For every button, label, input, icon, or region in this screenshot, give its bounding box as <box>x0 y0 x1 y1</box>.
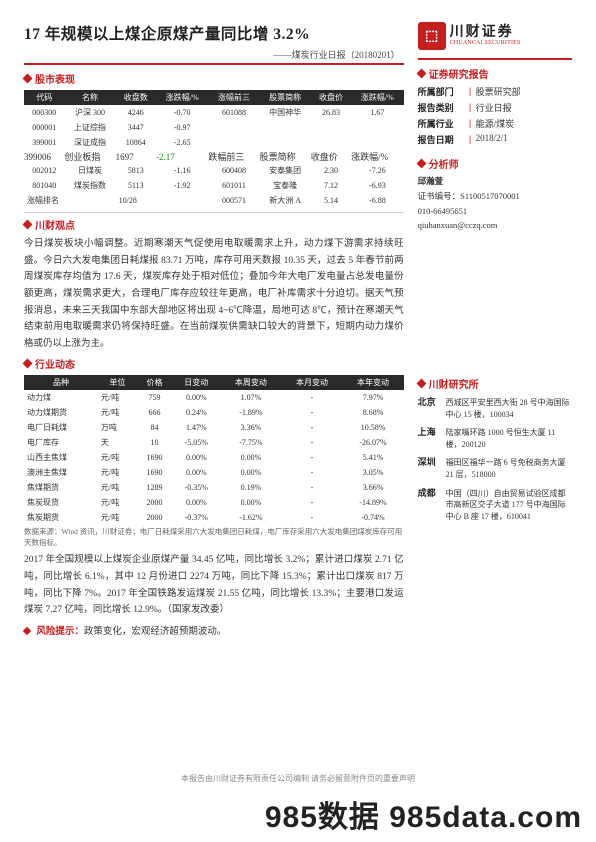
diamond-icon <box>416 379 426 389</box>
analyst-phone: 010-66495651 <box>418 205 572 218</box>
info-row: 所属部门丨股票研究部 <box>418 85 572 98</box>
diamond-icon <box>23 359 33 369</box>
section-title: 川财研究所 <box>429 376 479 391</box>
diamond-icon <box>23 627 31 635</box>
view-paragraph: 今日煤炭板块小幅调整。近期寒潮天气促使用电取暖需求上升，动力煤下游需求持续旺盛。… <box>24 236 404 352</box>
section-title: 证券研究报告 <box>429 66 489 81</box>
divider-red <box>24 63 404 65</box>
info-row: 报告日期丨2018/2/1 <box>418 133 572 146</box>
table-row: 焦煤期货元/吨1289-0.35%0.19%-3.66% <box>24 480 404 495</box>
section-industry: 行业动态 <box>24 356 404 371</box>
section-stock: 股市表现 <box>24 71 404 86</box>
brand-icon: ⬚ <box>418 22 446 50</box>
divider <box>24 212 404 213</box>
analyst-name: 邱瀚萱 <box>418 175 572 188</box>
diamond-icon <box>416 69 426 79</box>
table-row: 焦炭现货元/吨20000.00%0.00%--14.89% <box>24 495 404 510</box>
office-row: 成都中国（四川）自由贸易试验区成都市高新区交子大道 177 号中海国际中心 B … <box>418 486 572 525</box>
risk-note: 风险提示：政策变化，宏观经济超预期波动。 <box>24 623 404 637</box>
analyst-email: qiuhanxuan@cczq.com <box>418 219 572 232</box>
section-title: 股市表现 <box>35 71 75 86</box>
table-row: 电厂日耗煤万吨841.47%3.36%-10.58% <box>24 420 404 435</box>
section-view: 川财观点 <box>24 217 404 232</box>
industry-table: 品种单位价格日变动本周变动本月变动本年变动 动力煤元/吨7590.00%1.07… <box>24 375 404 525</box>
table-row: 澳洲主焦煤元/吨16900.00%0.00%-3.05% <box>24 465 404 480</box>
diamond-icon <box>23 220 33 230</box>
table-row: 山西主焦煤元/吨16900.00%0.00%-5.41% <box>24 450 404 465</box>
analyst-cert: 证书编号：S1100517070001 <box>418 190 572 203</box>
office-row: 深圳福田区福华一路 6 号免税商务大厦 21 层，518000 <box>418 455 572 482</box>
section-institute: 川财研究所 <box>418 376 572 391</box>
info-row: 报告类别丨行业日报 <box>418 101 572 114</box>
page-title: 17 年规模以上煤企原煤产量同比增 3.2% <box>24 22 310 44</box>
stock-table: 代码 名称 收盘数 涨跌幅/% 涨幅前三 股票简称 收盘价 涨跌幅/% 0003… <box>24 90 404 208</box>
subtitle: ——煤炭行业日报（20180201） <box>24 48 404 61</box>
diamond-icon <box>23 74 33 84</box>
watermark: 985数据 985data.com <box>265 792 582 836</box>
section-analyst: 分析师 <box>418 156 572 171</box>
table-row: 动力煤期货元/吨6660.24%-1.89%-8.68% <box>24 405 404 420</box>
office-row: 上海陆家嘴环路 1000 号恒生大厦 11 楼，200120 <box>418 425 572 452</box>
info-row: 所属行业丨能源/煤炭 <box>418 117 572 130</box>
footer: 本报告由川财证券有限责任公司编制 请务必留意附件页的重要声明 <box>0 773 596 784</box>
diamond-icon <box>416 159 426 169</box>
logo: ⬚ 川财证券 CHUANCAI SECURITIES <box>418 22 572 50</box>
table-row: 电厂库存天10-5.05%-7.75%--26.07% <box>24 435 404 450</box>
section-title: 川财观点 <box>35 217 75 232</box>
table-row: 动力煤元/吨7590.00%1.07%-7.97% <box>24 390 404 405</box>
brand-cn: 川财证券 <box>450 26 521 40</box>
section-research: 证券研究报告 <box>418 66 572 81</box>
section-title: 分析师 <box>429 156 459 171</box>
industry-paragraph: 2017 年全国规模以上煤炭企业原煤产量 34.45 亿吨，同比增长 3.2%；… <box>24 552 404 619</box>
divider-red <box>418 58 572 60</box>
office-row: 北京西城区平安里西大街 28 号中海国际中心 15 楼，100034 <box>418 395 572 422</box>
brand-en: CHUANCAI SECURITIES <box>450 40 521 46</box>
table-row: 焦炭期货元/吨2000-0.37%-1.62%--0.74% <box>24 510 404 525</box>
section-title: 行业动态 <box>35 356 75 371</box>
source-note: 数据来源：Wind 资讯，川财证券；电厂日耗煤采用六大发电集团日耗煤，电厂库存采… <box>24 527 404 548</box>
